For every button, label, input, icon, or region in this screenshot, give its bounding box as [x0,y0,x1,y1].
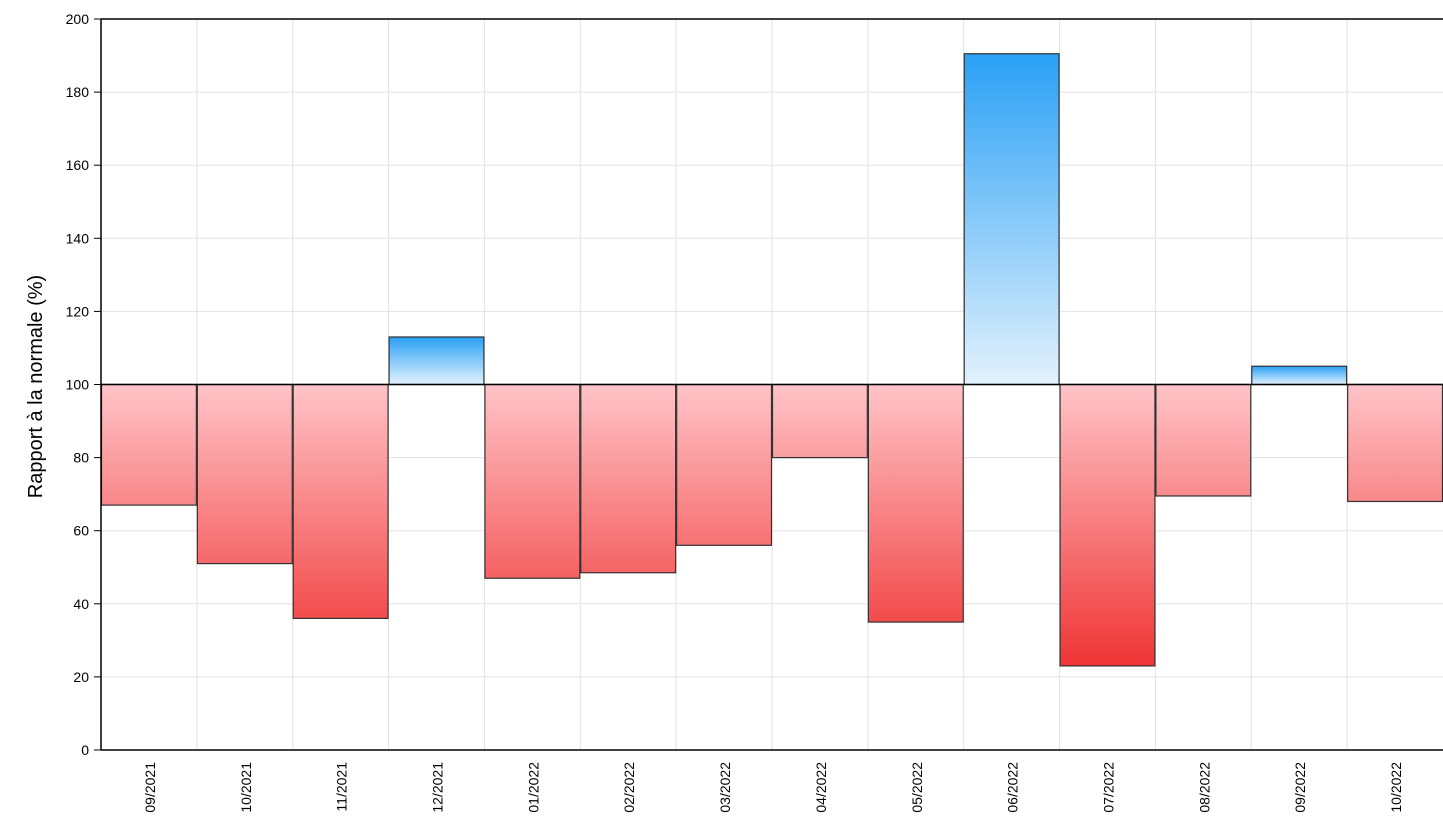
x-tick-label: 06/2022 [1005,762,1021,813]
y-tick-label: 140 [66,230,90,246]
x-tick-label: 01/2022 [525,762,541,813]
x-tick-label: 03/2022 [717,762,733,813]
y-tick-label: 160 [66,157,90,173]
y-tick-label: 180 [66,84,90,100]
bar [1059,383,1156,667]
bar [1347,383,1443,503]
x-tick-label: 02/2022 [621,762,637,813]
y-tick-label: 20 [73,669,89,685]
bar [771,383,868,459]
bars [100,53,1443,667]
y-tick-label: 40 [73,596,89,612]
x-tick-label: 12/2021 [430,762,446,813]
x-tick-label: 09/2021 [142,762,158,813]
bar [484,383,581,579]
x-tick-label: 08/2022 [1196,762,1212,813]
bar [1155,383,1252,497]
bar [100,383,197,506]
y-tick-label: 100 [66,377,90,393]
bar [1251,365,1348,386]
bar [196,383,293,565]
bar [963,53,1060,386]
y-tick-label: 0 [81,742,89,758]
bar [292,383,389,620]
bar [676,383,773,546]
x-tick-label: 07/2022 [1101,762,1117,813]
bar [580,383,677,574]
x-tick-label: 09/2022 [1292,762,1308,813]
bar [867,383,964,623]
y-tick-label: 120 [66,303,90,319]
x-tick-label: 11/2021 [334,762,350,812]
y-tick-label: 200 [66,11,90,27]
tick-labels: 0 20 40 60 80 100 120 140 160 180 200 09/2021 10/202… [66,11,1404,813]
x-tick-label: 05/2022 [909,762,925,813]
x-tick-label: 10/2022 [1388,762,1404,813]
y-tick-label: 60 [73,523,89,539]
x-tick-label: 04/2022 [813,762,829,813]
bar [388,336,485,386]
x-tick-label: 10/2021 [238,762,254,813]
axes [94,18,1443,751]
y-axis-title: Rapport à la normale (%) [25,275,47,498]
y-tick-label: 80 [73,450,89,466]
